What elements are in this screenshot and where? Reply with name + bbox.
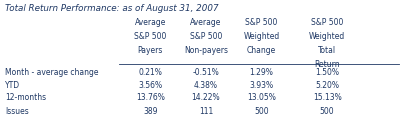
Text: -0.51%: -0.51% [192, 68, 219, 77]
Text: S&P 500: S&P 500 [190, 32, 222, 41]
Text: YTD: YTD [5, 80, 20, 90]
Text: Weighted: Weighted [244, 32, 280, 41]
Text: 12-months: 12-months [5, 93, 46, 102]
Text: Change: Change [247, 46, 276, 55]
Text: S&P 500: S&P 500 [245, 18, 278, 27]
Text: Payers: Payers [138, 46, 163, 55]
Text: Non-payers: Non-payers [184, 46, 228, 55]
Text: 3.93%: 3.93% [250, 80, 274, 90]
Text: Return: Return [314, 60, 340, 69]
Text: Total: Total [318, 46, 336, 55]
Text: 500: 500 [254, 107, 269, 116]
Text: 4.38%: 4.38% [194, 80, 218, 90]
Text: 389: 389 [143, 107, 158, 116]
Text: Weighted: Weighted [309, 32, 345, 41]
Text: 1.29%: 1.29% [250, 68, 274, 77]
Text: 14.22%: 14.22% [192, 93, 220, 102]
Text: 13.05%: 13.05% [247, 93, 276, 102]
Text: 3.56%: 3.56% [138, 80, 162, 90]
Text: 1.50%: 1.50% [315, 68, 339, 77]
Text: 13.76%: 13.76% [136, 93, 165, 102]
Text: Average: Average [135, 18, 166, 27]
Text: 111: 111 [199, 107, 213, 116]
Text: Issues: Issues [5, 107, 29, 116]
Text: 0.21%: 0.21% [138, 68, 162, 77]
Text: S&P 500: S&P 500 [134, 32, 166, 41]
Text: Average: Average [190, 18, 222, 27]
Text: 5.20%: 5.20% [315, 80, 339, 90]
Text: S&P 500: S&P 500 [311, 18, 343, 27]
Text: 500: 500 [320, 107, 334, 116]
Text: 15.13%: 15.13% [313, 93, 342, 102]
Text: Month - average change: Month - average change [5, 68, 99, 77]
Text: Total Return Performance: as of August 31, 2007: Total Return Performance: as of August 3… [5, 4, 219, 13]
